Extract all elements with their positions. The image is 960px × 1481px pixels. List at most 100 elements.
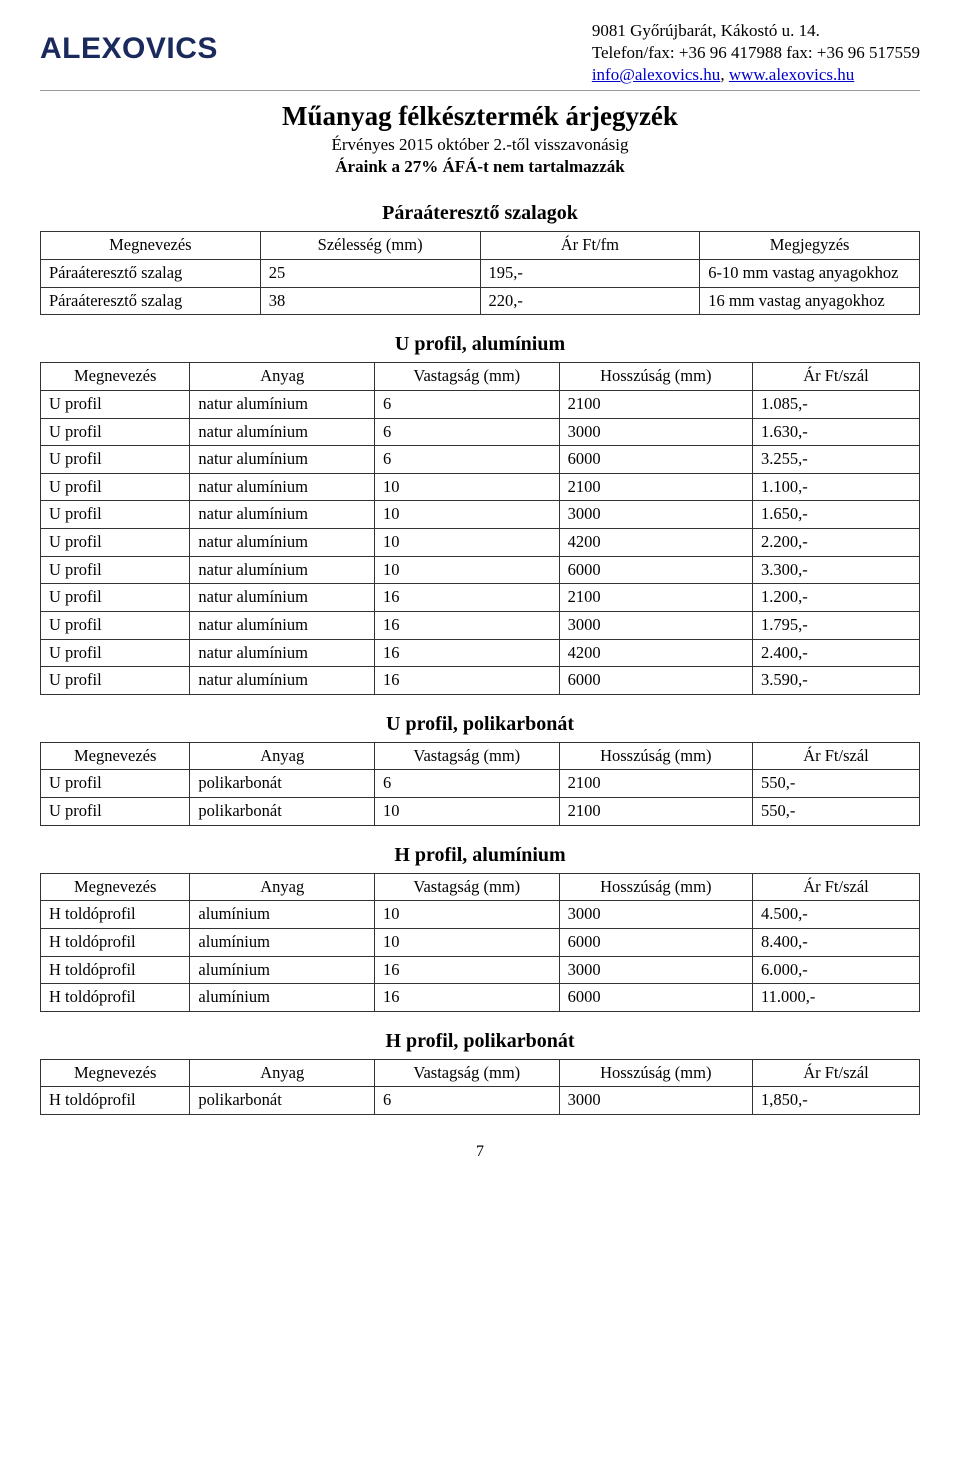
page-header: ALEXOVICS 9081 Győrújbarát, Kákostó u. 1… <box>40 20 920 86</box>
section-title-szalagok: Páraáteresztő szalagok <box>40 202 920 225</box>
column-header: Megnevezés <box>41 232 261 260</box>
email-link[interactable]: info@alexovics.hu <box>592 65 721 84</box>
separator: , <box>720 65 729 84</box>
table-cell: 1.630,- <box>752 418 919 446</box>
table-cell: U profil <box>41 667 190 695</box>
table-cell: alumínium <box>190 984 375 1012</box>
table-cell: 16 <box>375 584 560 612</box>
table-cell: U profil <box>41 446 190 474</box>
column-header: Vastagság (mm) <box>375 742 560 770</box>
section-title-h-poly: H profil, polikarbonát <box>40 1030 920 1053</box>
column-header: Vastagság (mm) <box>375 363 560 391</box>
table-cell: 4200 <box>559 639 752 667</box>
table-cell: 1.085,- <box>752 390 919 418</box>
table-cell: U profil <box>41 556 190 584</box>
section-title-u-alu: U profil, alumínium <box>40 333 920 356</box>
table-cell: 8.400,- <box>752 928 919 956</box>
table-cell: 550,- <box>752 798 919 826</box>
column-header: Hosszúság (mm) <box>559 742 752 770</box>
table-row: U profilnatur alumínium1642002.400,- <box>41 639 920 667</box>
table-row: U profilnatur alumínium621001.085,- <box>41 390 920 418</box>
table-cell: 6 <box>375 446 560 474</box>
column-header: Vastagság (mm) <box>375 873 560 901</box>
table-cell: 3000 <box>559 501 752 529</box>
table-cell: 3000 <box>559 901 752 929</box>
table-cell: 6000 <box>559 667 752 695</box>
table-cell: 3000 <box>559 1087 752 1115</box>
table-cell: 1,850,- <box>752 1087 919 1115</box>
table-cell: polikarbonát <box>190 770 375 798</box>
table-cell: H toldóprofil <box>41 928 190 956</box>
table-cell: natur alumínium <box>190 556 375 584</box>
table-cell: 2100 <box>559 473 752 501</box>
table-cell: 1.100,- <box>752 473 919 501</box>
table-cell: 220,- <box>480 287 700 315</box>
table-row: U profilpolikarbonát102100550,- <box>41 798 920 826</box>
table-cell: 11.000,- <box>752 984 919 1012</box>
column-header: Anyag <box>190 1059 375 1087</box>
table-cell: U profil <box>41 611 190 639</box>
table-cell: 16 <box>375 984 560 1012</box>
table-row: H toldóprofilpolikarbonát630001,850,- <box>41 1087 920 1115</box>
table-cell: Páraáteresztő szalag <box>41 287 261 315</box>
table-cell: 1.200,- <box>752 584 919 612</box>
table-row: U profilnatur alumínium1621001.200,- <box>41 584 920 612</box>
address-line: 9081 Győrújbarát, Kákostó u. 14. <box>592 20 920 42</box>
column-header: Megnevezés <box>41 1059 190 1087</box>
table-cell: 3.300,- <box>752 556 919 584</box>
column-header: Anyag <box>190 363 375 391</box>
column-header: Ár Ft/szál <box>752 873 919 901</box>
table-cell: 1.795,- <box>752 611 919 639</box>
web-link[interactable]: www.alexovics.hu <box>729 65 854 84</box>
table-cell: natur alumínium <box>190 446 375 474</box>
table-cell: U profil <box>41 770 190 798</box>
table-cell: natur alumínium <box>190 529 375 557</box>
column-header: Ár Ft/szál <box>752 363 919 391</box>
table-cell: U profil <box>41 501 190 529</box>
table-cell: 195,- <box>480 260 700 288</box>
document-title: Műanyag félkésztermék árjegyzék <box>40 101 920 132</box>
table-cell: 10 <box>375 529 560 557</box>
table-row: U profilnatur alumínium1021001.100,- <box>41 473 920 501</box>
table-cell: H toldóprofil <box>41 1087 190 1115</box>
logo: ALEXOVICS <box>40 20 218 66</box>
subtitle-line-2: Áraink a 27% ÁFÁ-t nem tartalmazzák <box>335 157 624 176</box>
document-subtitle: Érvényes 2015 október 2.-től visszavonás… <box>40 134 920 178</box>
column-header: Megnevezés <box>41 363 190 391</box>
table-cell: polikarbonát <box>190 798 375 826</box>
table-cell: 25 <box>260 260 480 288</box>
table-cell: U profil <box>41 390 190 418</box>
table-row: H toldóprofilalumínium1630006.000,- <box>41 956 920 984</box>
column-header: Megjegyzés <box>700 232 920 260</box>
table-row: U profilnatur alumínium1042002.200,- <box>41 529 920 557</box>
table-cell: 3.255,- <box>752 446 919 474</box>
table-cell: 38 <box>260 287 480 315</box>
phone-line: Telefon/fax: +36 96 417988 fax: +36 96 5… <box>592 42 920 64</box>
table-cell: U profil <box>41 639 190 667</box>
table-cell: alumínium <box>190 901 375 929</box>
table-cell: 6 <box>375 1087 560 1115</box>
table-cell: U profil <box>41 529 190 557</box>
column-header: Ár Ft/szál <box>752 742 919 770</box>
table-row: H toldóprofilalumínium16600011.000,- <box>41 984 920 1012</box>
table-cell: 2.200,- <box>752 529 919 557</box>
table-cell: 10 <box>375 928 560 956</box>
table-cell: 6000 <box>559 984 752 1012</box>
table-cell: 10 <box>375 798 560 826</box>
column-header: Anyag <box>190 873 375 901</box>
table-cell: U profil <box>41 584 190 612</box>
column-header: Ár Ft/fm <box>480 232 700 260</box>
table-cell: natur alumínium <box>190 639 375 667</box>
table-cell: 16 <box>375 956 560 984</box>
table-cell: 6 <box>375 390 560 418</box>
column-header: Hosszúság (mm) <box>559 363 752 391</box>
table-row: U profilnatur alumínium1060003.300,- <box>41 556 920 584</box>
table-cell: 3.590,- <box>752 667 919 695</box>
table-h-poly: MegnevezésAnyagVastagság (mm)Hosszúság (… <box>40 1059 920 1115</box>
column-header: Ár Ft/szál <box>752 1059 919 1087</box>
table-h-alu: MegnevezésAnyagVastagság (mm)Hosszúság (… <box>40 873 920 1012</box>
table-cell: 550,- <box>752 770 919 798</box>
table-cell: 6-10 mm vastag anyagokhoz <box>700 260 920 288</box>
table-row: U profilnatur alumínium1030001.650,- <box>41 501 920 529</box>
table-cell: 6 <box>375 418 560 446</box>
